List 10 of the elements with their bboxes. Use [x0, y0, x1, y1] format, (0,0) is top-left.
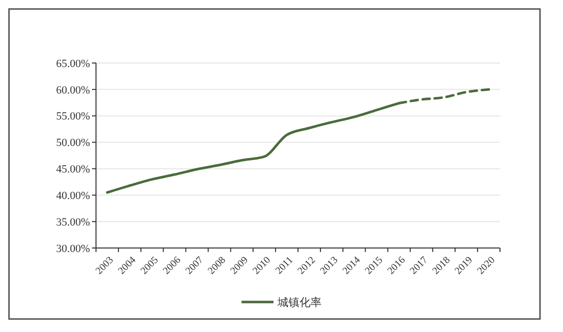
y-tick-label: 30.00% — [56, 242, 90, 255]
y-tick-label: 55.00% — [56, 110, 90, 123]
y-tick-label: 35.00% — [56, 216, 90, 228]
y-tick-label: 60.00% — [56, 84, 90, 96]
y-tick-label: 40.00% — [56, 190, 90, 202]
y-tick-label: 50.00% — [56, 137, 90, 150]
x-tick-label: 2011 — [274, 254, 296, 276]
legend-label: 城镇化率 — [276, 296, 322, 309]
y-tick-label: 65.00% — [56, 58, 90, 70]
y-tick-label: 45.00% — [56, 164, 90, 176]
